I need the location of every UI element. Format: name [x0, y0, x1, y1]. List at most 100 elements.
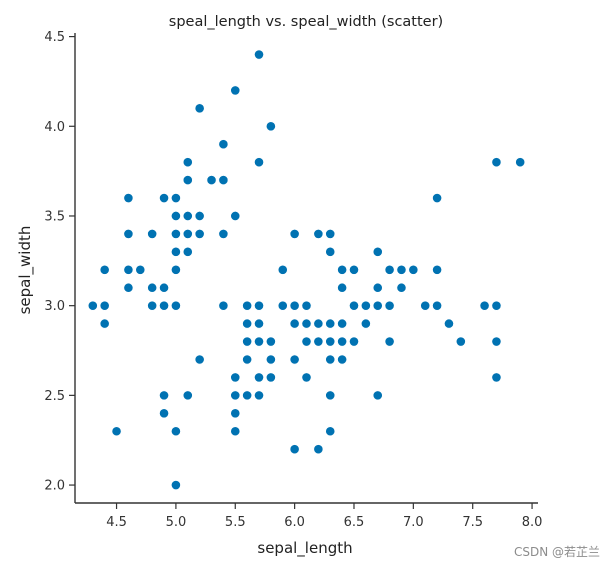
data-point [159, 282, 169, 293]
data-point [171, 300, 181, 311]
data-point [360, 300, 371, 311]
data-point [265, 372, 276, 383]
data-point [384, 336, 395, 347]
data-point [171, 426, 181, 437]
data-point [254, 49, 264, 60]
data-point [289, 354, 300, 365]
data-point [171, 193, 181, 203]
data-point [301, 318, 312, 329]
x-tick-label: 7.5 [462, 515, 483, 530]
data-point [218, 175, 229, 185]
data-point [171, 229, 181, 239]
data-point [218, 300, 229, 311]
data-point [432, 264, 442, 275]
data-point [182, 157, 193, 168]
data-point [242, 318, 253, 329]
data-point [230, 211, 241, 221]
data-point [254, 300, 264, 311]
data-point [491, 157, 502, 168]
data-point [194, 103, 205, 114]
data-point [99, 300, 110, 311]
data-point [313, 318, 324, 329]
data-point [123, 193, 134, 203]
data-point [147, 229, 158, 239]
y-tick-label: 3.5 [44, 209, 65, 224]
data-point [135, 264, 146, 275]
data-point [491, 372, 502, 383]
data-point [218, 139, 229, 150]
chart-title: speal_length vs. speal_width (scatter) [169, 14, 443, 30]
data-point [479, 300, 490, 311]
data-point [218, 229, 229, 239]
data-point [171, 480, 181, 490]
x-tick-label: 7.0 [403, 515, 424, 530]
watermark-text: CSDN @若芷兰 [513, 545, 600, 559]
y-axis-label: sepal_width [16, 226, 35, 315]
x-tick-label: 4.5 [106, 515, 127, 530]
data-point [111, 426, 122, 437]
data-point [325, 246, 336, 257]
data-point [230, 372, 241, 383]
data-point [337, 354, 348, 365]
data-point [206, 175, 217, 185]
data-point [384, 300, 395, 311]
data-point [313, 336, 324, 347]
x-tick-label: 5.0 [166, 515, 187, 530]
data-point [194, 211, 205, 221]
y-tick-label: 2.0 [44, 479, 65, 494]
data-point [242, 354, 253, 365]
data-point [277, 300, 288, 311]
data-point [265, 121, 276, 132]
data-point [432, 300, 442, 311]
data-point [337, 336, 348, 347]
data-point [123, 264, 134, 275]
data-point [372, 390, 383, 401]
data-point [147, 282, 158, 293]
data-point [147, 300, 158, 311]
data-point [384, 264, 395, 275]
data-point [349, 336, 359, 347]
data-point [301, 336, 312, 347]
data-point [242, 336, 253, 347]
x-tick-label: 5.5 [225, 515, 246, 530]
data-point [289, 318, 300, 329]
data-point [254, 390, 264, 401]
data-point [349, 264, 359, 275]
data-point [325, 229, 336, 239]
data-point [301, 300, 312, 311]
data-point [265, 354, 276, 365]
y-tick-label: 4.0 [44, 120, 65, 135]
data-point [171, 246, 181, 257]
data-point [230, 426, 241, 437]
data-point [360, 318, 371, 329]
data-point [159, 193, 169, 203]
data-point [87, 300, 98, 311]
data-point [325, 426, 336, 437]
data-point [171, 211, 181, 221]
data-point [325, 390, 336, 401]
data-point [277, 264, 288, 275]
data-point [408, 264, 419, 275]
y-tick-label: 2.5 [44, 389, 65, 404]
x-axis-label: sepal_length [257, 539, 352, 558]
data-point [242, 390, 253, 401]
y-tick-label: 4.5 [44, 30, 65, 45]
data-point [301, 372, 312, 383]
data-point [123, 282, 134, 293]
data-point [254, 372, 264, 383]
data-point [254, 336, 264, 347]
data-point [159, 390, 169, 401]
data-point [159, 408, 169, 419]
y-axis-ticks: 2.0 2.5 3.0 3.5 4.0 4.5 [44, 30, 75, 494]
data-point [325, 318, 336, 329]
data-point [171, 264, 181, 275]
points-layer [87, 49, 526, 490]
data-point [230, 85, 241, 96]
data-point [444, 318, 454, 329]
data-point [420, 300, 431, 311]
data-point [182, 390, 193, 401]
x-tick-label: 6.0 [284, 515, 305, 530]
data-point [194, 354, 205, 365]
x-tick-label: 8.0 [522, 515, 543, 530]
